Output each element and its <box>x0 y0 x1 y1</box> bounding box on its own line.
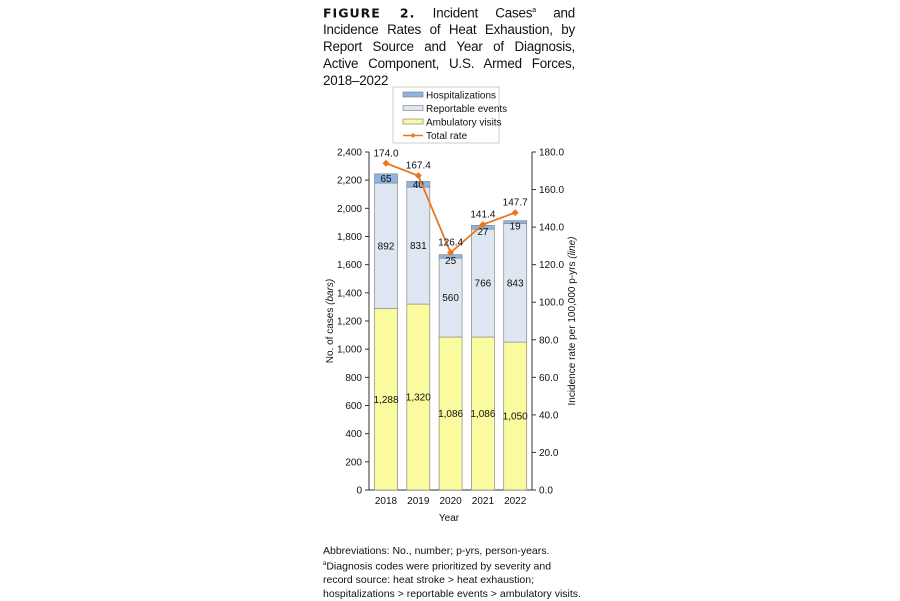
y2-tick-label: 40.0 <box>539 410 559 421</box>
y2-tick-label: 180.0 <box>539 148 564 159</box>
bar-label: 1,320 <box>406 393 431 404</box>
x-tick-label: 2019 <box>407 496 430 507</box>
footnote-text: Diagnosis codes were prioritized by seve… <box>323 560 581 600</box>
legend-swatch-hospitalizations <box>402 91 424 98</box>
footnotes: Abbreviations: No., number; p-yrs, perso… <box>323 545 583 601</box>
total-rate-label: 126.4 <box>438 238 463 249</box>
x-tick-label: 2018 <box>375 496 398 507</box>
y-tick-label: 0 <box>356 486 362 497</box>
total-rate-marker <box>479 220 487 228</box>
bar-label: 1,086 <box>438 409 463 420</box>
y-tick-label: 1,200 <box>337 317 362 328</box>
y-tick-label: 2,000 <box>337 204 362 215</box>
x-axis-title: Year <box>439 513 460 524</box>
bar-hospitalizations <box>406 181 431 188</box>
bar-hospitalizations <box>374 173 398 184</box>
legend-label: Reportable events <box>426 104 507 115</box>
total-rate-label: 147.7 <box>503 198 528 209</box>
legend-marker-total-rate <box>410 133 416 138</box>
total-rate-marker <box>447 249 455 257</box>
y-tick-label: 1,800 <box>337 232 362 243</box>
y-tick-label: 600 <box>345 401 362 412</box>
legend-label: Ambulatory visits <box>426 118 502 129</box>
total-rate-label: 174.0 <box>373 148 398 159</box>
y-axis-title: No. of cases (bars) <box>325 279 336 363</box>
title-text: Incident Cases <box>432 5 533 21</box>
legend-label: Total rate <box>426 131 468 142</box>
total-rate-label: 141.4 <box>470 209 495 220</box>
bar-label: 25 <box>445 256 457 267</box>
y2-tick-label: 160.0 <box>539 185 564 196</box>
bar-label: 1,050 <box>503 412 528 423</box>
y-tick-label: 1,000 <box>337 345 362 356</box>
bar-label: 1,086 <box>470 409 495 420</box>
title-superscript: a <box>532 7 536 14</box>
y-tick-label: 200 <box>345 457 362 468</box>
title-text-rest: and Incidence Rates of Heat Exhaustion, … <box>323 5 576 89</box>
x-tick-label: 2022 <box>504 496 527 507</box>
y2-tick-label: 100.0 <box>539 298 564 309</box>
legend-swatch-reportable-events <box>402 105 424 111</box>
y2-tick-label: 0.0 <box>539 486 553 497</box>
total-rate-marker <box>382 159 390 167</box>
bar-label: 1,288 <box>373 395 398 406</box>
x-tick-label: 2020 <box>439 496 462 507</box>
total-rate-marker <box>511 209 519 217</box>
legend-swatch-ambulatory-visits <box>402 118 424 125</box>
y-tick-label: 400 <box>345 429 362 440</box>
legend-label: Hospitalizations <box>426 91 496 102</box>
y-tick-label: 2,400 <box>337 148 362 159</box>
bar-label: 831 <box>410 241 427 252</box>
y2-tick-label: 140.0 <box>539 223 564 234</box>
y2-axis-title: Incidence rate per 100,000 p-yrs (line) <box>567 237 578 406</box>
bar-hospitalizations <box>503 220 528 224</box>
footnote-a: aDiagnosis codes were prioritized by sev… <box>323 558 583 601</box>
bar-label: 843 <box>507 278 524 289</box>
y2-tick-label: 20.0 <box>539 448 559 459</box>
y-tick-label: 1,400 <box>337 288 362 299</box>
y2-tick-label: 120.0 <box>539 260 564 271</box>
y-tick-label: 800 <box>345 373 362 384</box>
bar-label: 892 <box>378 241 395 252</box>
bar-label: 19 <box>510 221 522 232</box>
total-rate-marker <box>414 172 422 180</box>
y2-tick-label: 60.0 <box>539 373 559 384</box>
y-tick-label: 1,600 <box>337 260 362 271</box>
bar-label: 27 <box>477 227 489 238</box>
footnote-marker: a <box>323 561 327 568</box>
figure-title: FIGURE 2. Incident Casesa and Incidence … <box>323 2 575 89</box>
x-tick-label: 2021 <box>472 496 495 507</box>
y2-tick-label: 80.0 <box>539 335 559 346</box>
bar-label: 40 <box>413 180 425 191</box>
y-tick-label: 2,200 <box>337 176 362 187</box>
bar-label: 65 <box>380 174 392 185</box>
bar-label: 766 <box>475 279 492 290</box>
figure-label: FIGURE 2. <box>323 5 416 21</box>
bar-label: 560 <box>442 293 459 304</box>
total-rate-label: 167.4 <box>406 161 431 172</box>
abbreviations-note: Abbreviations: No., number; p-yrs, perso… <box>323 545 550 557</box>
